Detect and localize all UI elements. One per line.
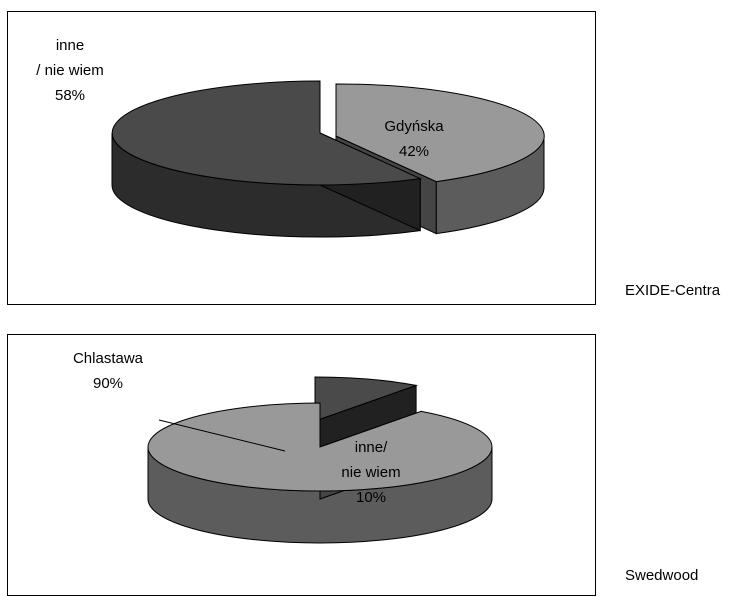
chart-exide-centra: Gdyńska 42% inne / nie wiem 58%	[7, 11, 596, 305]
chart-swedwood: inne/nie wiem 10% Chlastawa 90%	[7, 334, 596, 596]
pie-chart-swedwood: inne/nie wiem 10% Chlastawa 90%	[73, 350, 493, 544]
chart-side-label-swedwood: Swedwood	[625, 567, 699, 584]
pie-slice-label-1-1: Chlastawa 90%	[73, 350, 144, 392]
pie-slice-0-1	[111, 80, 422, 186]
label-leader-line-1	[158, 419, 286, 452]
pie-slice-label-0-0: Gdyńska 42%	[384, 118, 444, 160]
pie-chart-exide-centra: Gdyńska 42% inne / nie wiem 58%	[36, 37, 545, 238]
pie-slice-0-0	[335, 83, 545, 183]
pie-slice-1-0	[314, 376, 419, 422]
pie-slice-1-1	[147, 402, 493, 492]
pie-slice-label-0-1: inne / nie wiem 58%	[36, 37, 104, 104]
chart-side-label-exide-centra: EXIDE-Centra	[625, 282, 721, 299]
pie-slice-label-1-0: inne/nie wiem 10%	[341, 439, 400, 506]
